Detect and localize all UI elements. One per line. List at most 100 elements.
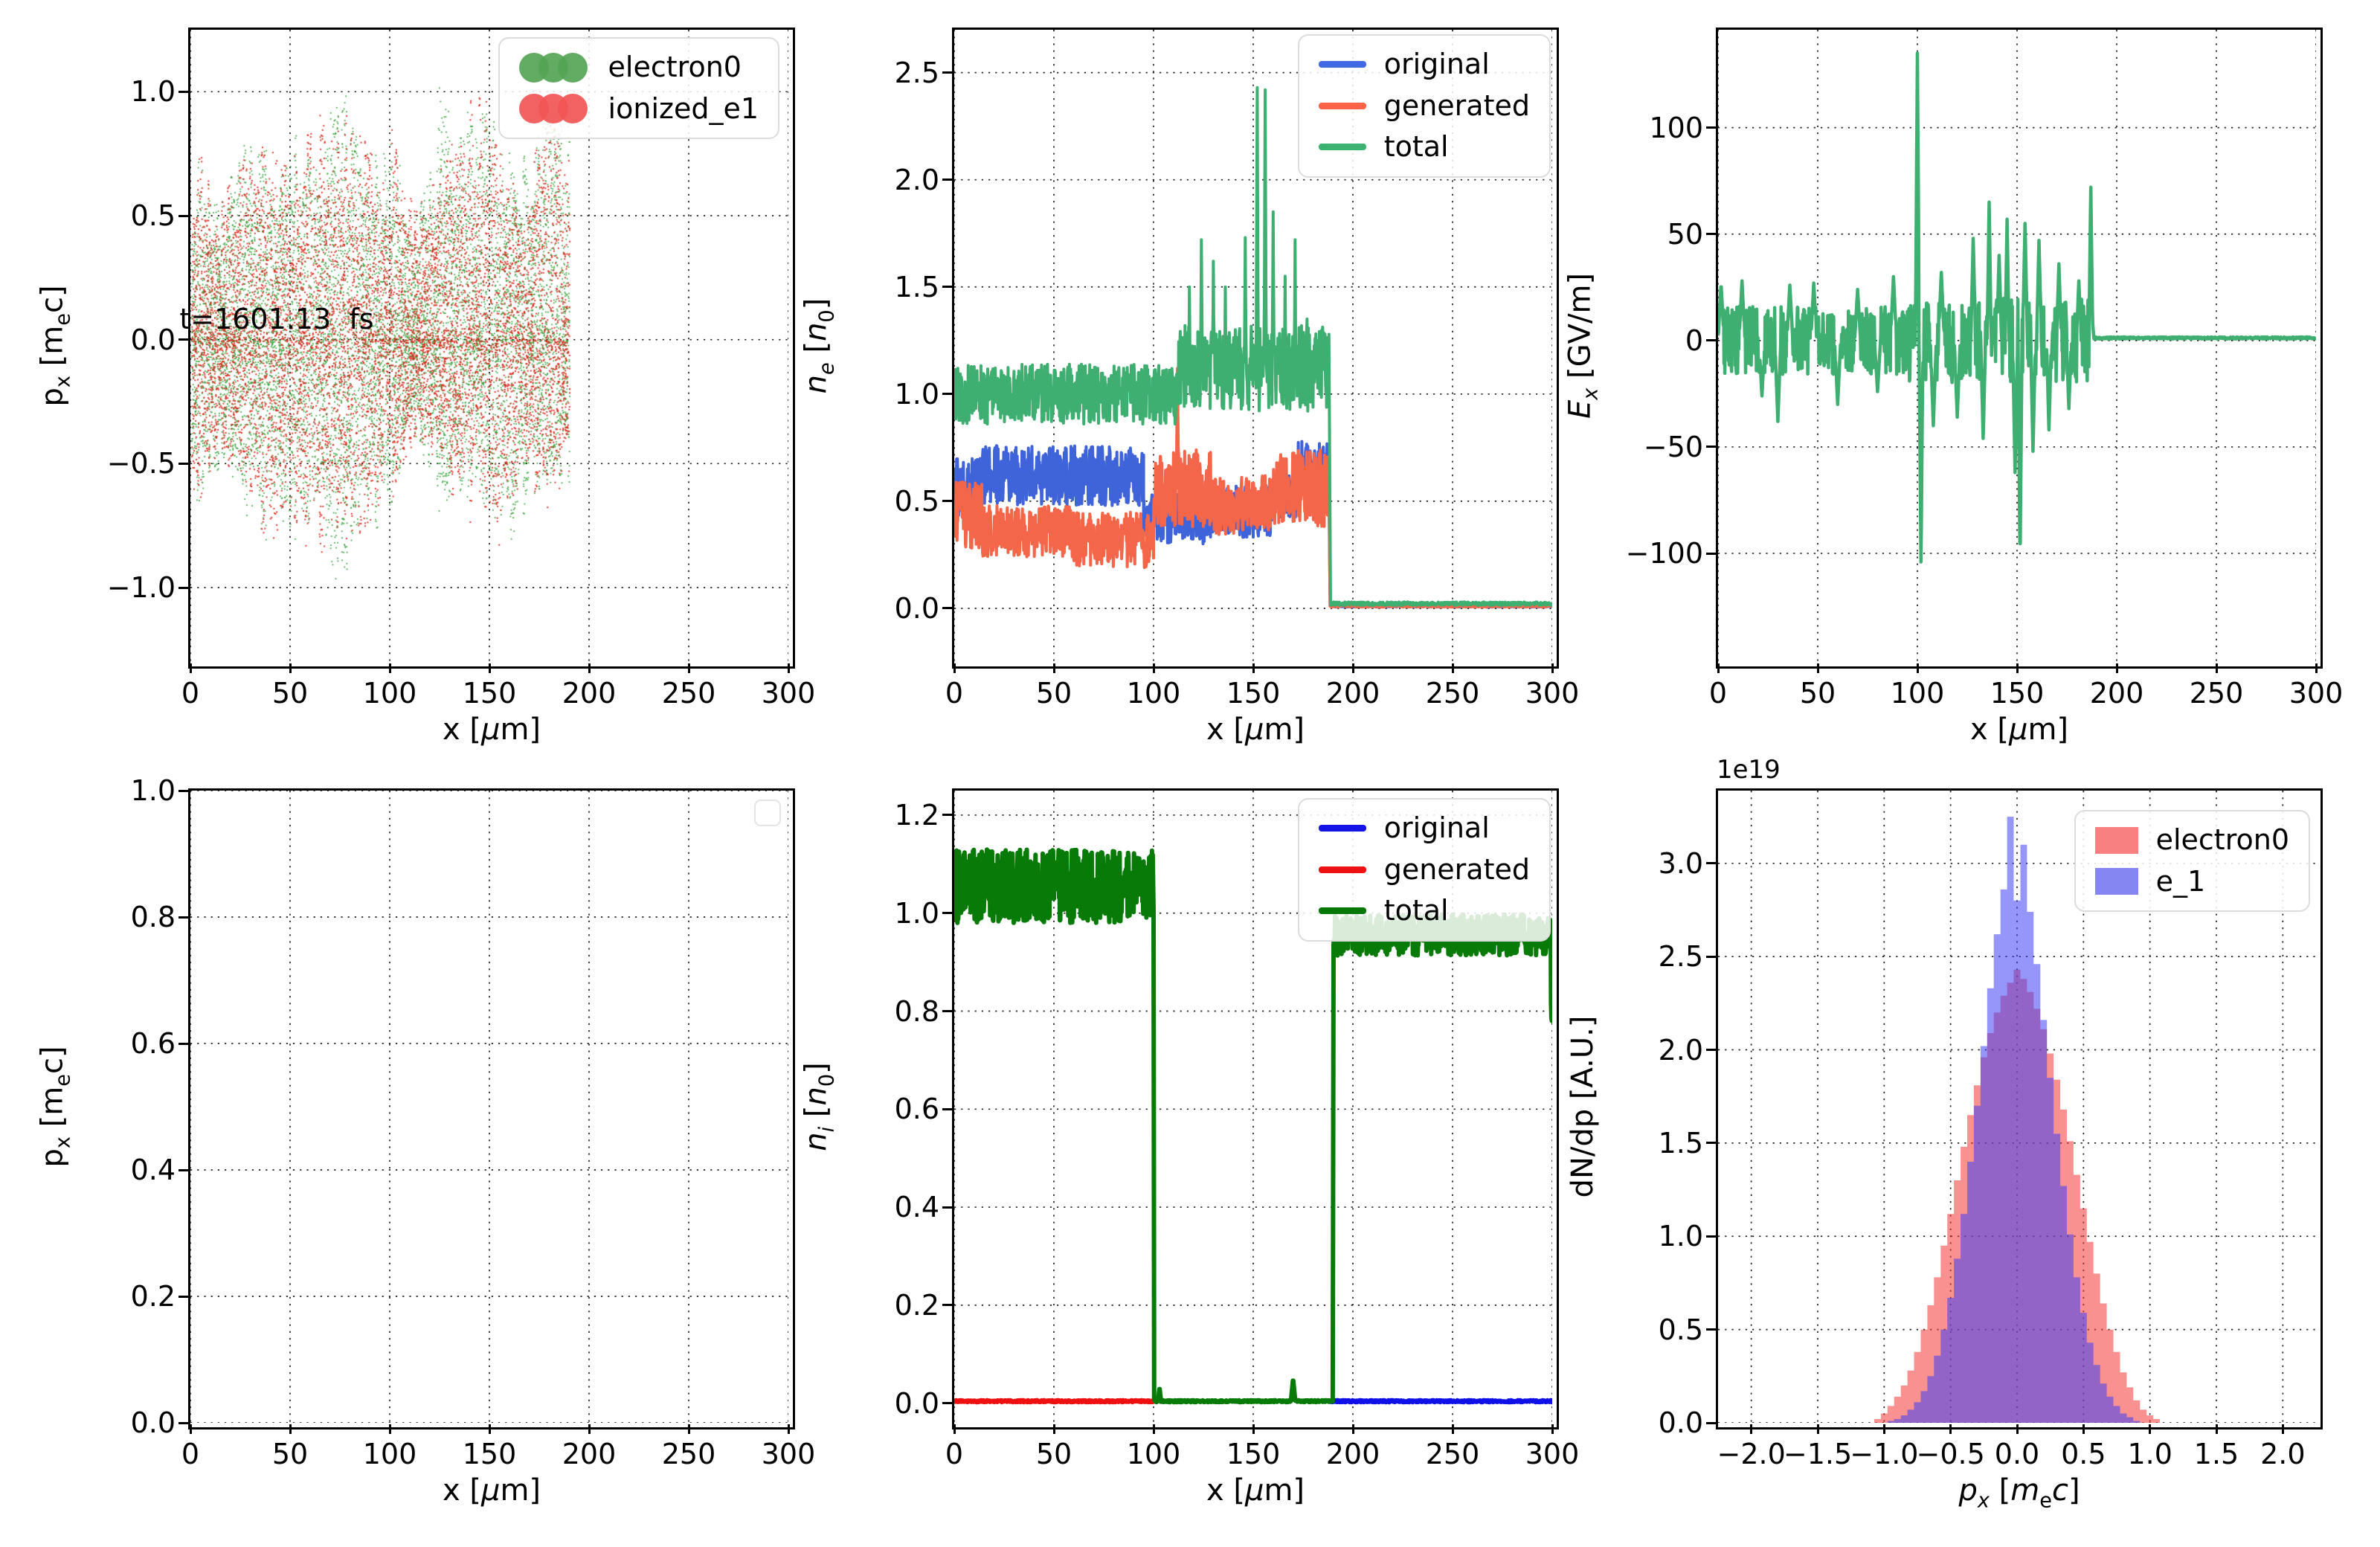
legend-label: e_1 — [2155, 864, 2206, 898]
x-tick-label: 200 — [1325, 1438, 1380, 1470]
line-series-generated — [954, 1398, 1156, 1405]
y-tick-label: 0.4 — [130, 1154, 176, 1186]
time-annotation: t=1601.13 fs — [179, 302, 374, 335]
y-tick-label: 0.4 — [894, 1191, 939, 1224]
line-series-generated — [954, 367, 1552, 609]
dndp-hist-plot-area — [1718, 791, 2316, 1423]
y-tick-mark — [1706, 339, 1716, 342]
y-tick-mark — [942, 393, 952, 396]
legend-label: generated — [1383, 852, 1530, 886]
y-axis-label: ni [n0] — [800, 1062, 839, 1151]
x-tick-mark — [1551, 1424, 1554, 1434]
y-tick-mark — [178, 789, 188, 792]
y-tick-mark — [1706, 233, 1716, 236]
x-tick-label: 300 — [761, 677, 816, 710]
x-tick-mark — [2281, 1424, 2284, 1434]
y-tick-mark — [178, 338, 188, 341]
y-tick-mark — [1706, 955, 1716, 958]
x-tick-label: −2.0 — [1717, 1438, 1786, 1470]
y-tick-label: −100 — [1625, 537, 1703, 570]
y-tick-label: 0.2 — [894, 1288, 939, 1322]
x-tick-mark — [588, 663, 591, 673]
y-tick-label: 1.0 — [894, 896, 939, 930]
x-tick-mark — [1351, 1424, 1354, 1434]
y-tick-mark — [942, 1107, 952, 1110]
x-axis-label-text: x [μm] — [442, 713, 541, 747]
y-axis-label: ne [n0] — [800, 298, 839, 394]
legend-box: original generated total — [1297, 34, 1551, 178]
x-tick-label: 150 — [462, 1438, 517, 1470]
legend-line-marker-icon — [1318, 907, 1366, 915]
y-tick-label: −50 — [1643, 430, 1703, 463]
x-tick-label: −1.0 — [1850, 1438, 1919, 1470]
y-axis-label-text: Ex [GV/m] — [1563, 272, 1603, 419]
y-axis-label-text: ne [n0] — [799, 298, 839, 394]
legend-item: original — [1318, 48, 1530, 82]
x-tick-mark — [2016, 663, 2019, 673]
y-tick-mark — [942, 1206, 952, 1209]
x-axis-label: px [mec] — [1718, 1473, 2320, 1513]
x-tick-label: 250 — [1425, 1438, 1480, 1470]
y-axis-label-text: dN/dp [A.U.] — [1566, 1015, 1600, 1198]
y-tick-mark — [942, 71, 952, 74]
y-tick-mark — [1706, 552, 1716, 555]
subplot-ex-field: 0 50 100 150 200 250 300 −100 −50 0 50 100 x [μm] Ex … — [1563, 28, 2343, 747]
x-axis-label: x [μm] — [954, 1473, 1557, 1508]
x-axis-label: x [μm] — [1718, 713, 2320, 747]
y-tick-label: −1.0 — [106, 571, 176, 604]
y-tick-mark — [942, 607, 952, 610]
x-tick-label: 250 — [1425, 677, 1480, 710]
y-tick-mark — [178, 1042, 188, 1045]
x-tick-label: −0.5 — [1916, 1438, 1985, 1470]
legend-item: electron0 — [518, 51, 759, 85]
y-tick-label: 1.0 — [1658, 1220, 1703, 1253]
x-axis-label: x [μm] — [190, 1473, 793, 1508]
x-tick-mark — [1252, 663, 1255, 673]
y-tick-mark — [942, 1304, 952, 1307]
y-tick-label: 0.0 — [130, 323, 176, 356]
y-tick-label: 1.0 — [894, 377, 939, 411]
x-tick-label: 100 — [1126, 1438, 1181, 1470]
y-axis-label-wrap: px [mec] — [33, 791, 77, 1423]
y-tick-mark — [178, 916, 188, 919]
x-tick-mark — [2215, 1424, 2218, 1434]
y-tick-label: 2.5 — [1658, 940, 1703, 974]
x-tick-label: 0 — [181, 1438, 200, 1470]
legend-item: generated — [1318, 89, 1530, 123]
y-tick-mark — [178, 1421, 188, 1424]
ni-vs-x-plot-area — [954, 791, 1552, 1423]
x-tick-mark — [787, 1424, 790, 1434]
x-tick-label: 100 — [362, 1438, 417, 1470]
y-tick-mark — [942, 814, 952, 817]
x-tick-mark — [289, 1424, 292, 1434]
x-tick-mark — [1451, 663, 1454, 673]
y-tick-label: 100 — [1649, 111, 1703, 144]
x-tick-mark — [488, 663, 491, 673]
x-tick-label: 50 — [1799, 677, 1836, 710]
legend-label: total — [1383, 894, 1449, 927]
y-axis-label-text: px [mec] — [35, 285, 75, 407]
x-tick-label: 250 — [2189, 677, 2244, 710]
x-axis-label-text: x [μm] — [442, 1473, 541, 1508]
y-tick-label: 1.0 — [130, 774, 176, 807]
y-axis-label-wrap: ne [n0] — [797, 30, 841, 662]
x-tick-label: 1.0 — [2127, 1438, 2172, 1470]
y-tick-label: 1.2 — [894, 798, 939, 832]
x-tick-label: 50 — [271, 1438, 309, 1470]
y-tick-label: 1.0 — [130, 75, 176, 109]
x-tick-mark — [1152, 663, 1155, 673]
legend-line-marker-icon — [1318, 102, 1366, 109]
x-tick-label: 300 — [1525, 1438, 1580, 1470]
x-tick-mark — [1351, 663, 1354, 673]
x-tick-label: 100 — [1126, 677, 1181, 710]
subplot-ni-density: 0 50 100 150 200 250 300 0.0 0.2 0.4 0.6 0.8 1.0 1.2 x… — [800, 788, 1579, 1508]
y-tick-mark — [1706, 1421, 1716, 1424]
x-tick-mark — [388, 663, 391, 673]
y-tick-mark — [1706, 1142, 1716, 1145]
y-tick-mark — [942, 1402, 952, 1405]
x-tick-label: 0 — [945, 677, 964, 710]
x-tick-mark — [388, 1424, 391, 1434]
x-tick-mark — [189, 663, 192, 673]
subplot-dndp-histogram: −2.0 −1.5 −1.0 −0.5 0.0 0.5 1.0 1.5 2.0 0.0 0.5 1.0… — [1566, 755, 2323, 1513]
legend-box: original generated total — [1297, 798, 1551, 942]
